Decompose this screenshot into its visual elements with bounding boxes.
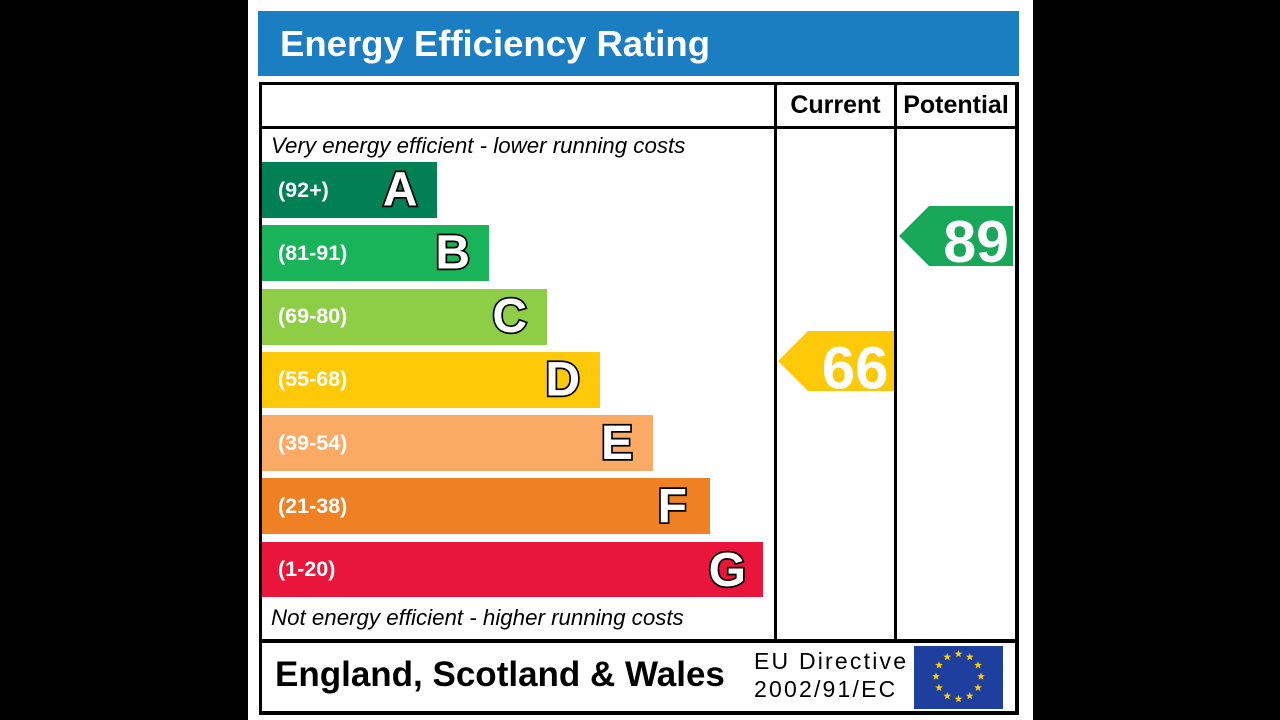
svg-text:D: D	[545, 354, 580, 407]
svg-text:G: G	[709, 544, 746, 597]
svg-text:F: F	[658, 480, 687, 533]
svg-text:E: E	[601, 417, 633, 470]
svg-text:89: 89	[943, 209, 1009, 275]
svg-text:A: A	[383, 164, 418, 217]
svg-text:B: B	[435, 227, 470, 280]
svg-text:66: 66	[822, 335, 889, 402]
svg-text:C: C	[492, 290, 527, 343]
